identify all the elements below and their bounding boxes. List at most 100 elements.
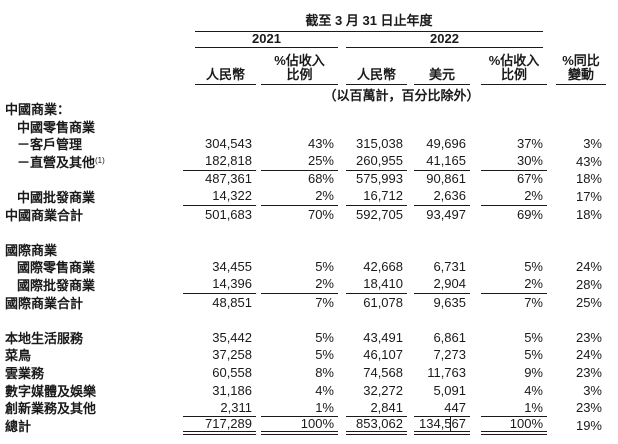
value-cell: 2,636 xyxy=(407,187,470,206)
value-cell: 2,311 xyxy=(183,398,256,418)
row-label: 國際批發商業 xyxy=(17,277,96,293)
value-cell: 23% xyxy=(575,400,602,416)
table-row: 菜鳥 37,258 5% 46,107 7,273 5% 24% xyxy=(0,345,606,363)
table-row: 中國商業合計 501,683 70% 592,705 93,497 69% 18% xyxy=(0,205,606,223)
value-cell: 11,763 xyxy=(427,364,466,380)
value-cell: 61,078 xyxy=(363,294,403,310)
financial-table: 截至 3 月 31 日止年度 2021 2022 人民幣 %佔收入 比例 人民幣… xyxy=(0,10,606,435)
table-units-row: （以百萬計，百分比除外） xyxy=(0,85,606,103)
value-cell: 182,818 xyxy=(183,152,256,171)
value-cell: 134,567 xyxy=(407,416,470,435)
value-cell: 5% xyxy=(315,329,334,345)
table-header-year-row: 2021 2022 xyxy=(0,30,606,48)
row-label: 中國零售商業 xyxy=(17,119,96,135)
value-cell: 43% xyxy=(307,136,334,152)
value-cell: 67% xyxy=(516,170,543,186)
value-cell: 41,165 xyxy=(407,152,470,171)
table-row: 國際零售商業 34,455 5% 42,668 6,731 5% 24% xyxy=(0,257,606,275)
row-label: 創新業務及其他 xyxy=(5,401,97,417)
value-cell: 32,272 xyxy=(363,382,403,398)
value-cell: 2% xyxy=(470,275,547,294)
units-note: （以百萬計，百分比除外） xyxy=(323,88,480,103)
value-cell: 18,410 xyxy=(338,275,407,294)
value-cell: 7,273 xyxy=(433,347,466,363)
row-label: 本地生活服務 xyxy=(5,330,84,346)
table-row: 數字媒體及娛樂 31,186 4% 32,272 5,091 4% 3% xyxy=(0,381,606,399)
value-cell: 19% xyxy=(575,417,602,433)
table-row: 487,361 68% 575,993 90,861 67% 18% xyxy=(0,169,606,187)
value-cell: 4% xyxy=(524,382,543,398)
value-cell: 3% xyxy=(583,382,602,398)
value-cell: 3% xyxy=(583,136,602,152)
period-title-cell: 截至 3 月 31 日止年度 xyxy=(183,10,547,32)
year-2021-header: 2021 xyxy=(183,30,338,48)
column-header-pct-2021: %佔收入 比例 xyxy=(256,48,338,85)
column-header-rmb-2021: 人民幣 xyxy=(183,48,256,85)
value-cell: 70% xyxy=(307,206,334,222)
value-cell: 2% xyxy=(256,187,338,206)
table-row: －直營及其他 (1) 182,818 25% 260,955 41,165 30% 43% xyxy=(0,152,606,171)
value-cell: 17% xyxy=(575,188,602,204)
table-row: 中國商業： xyxy=(0,99,606,117)
column-header-pct-2022: %佔收入 比例 xyxy=(470,48,547,85)
row-label: 國際商業合計 xyxy=(5,295,84,311)
row-label xyxy=(0,169,183,187)
value-cell: 23% xyxy=(575,329,602,345)
table-body: 中國商業： 中國零售商業 －客戶管理 304,543 43% 315,038 49,696 3… xyxy=(0,99,606,435)
table-row: 國際批發商業 14,396 2% 18,410 2,904 2% 28% xyxy=(0,275,606,294)
value-cell: 100% xyxy=(256,416,338,435)
value-cell: 14,322 xyxy=(183,187,256,206)
value-cell: 49,696 xyxy=(426,136,466,152)
table-row: 國際商業合計 48,851 7% 61,078 9,635 7% 25% xyxy=(0,293,606,311)
spacer-row xyxy=(0,310,606,328)
value-cell: 25% xyxy=(575,294,602,310)
value-cell: 43,491 xyxy=(363,329,403,345)
spacer-row xyxy=(0,222,606,240)
value-cell: 315,038 xyxy=(356,136,403,152)
row-label: 雲業務 xyxy=(5,365,45,381)
value-cell: 74,568 xyxy=(363,364,403,380)
value-cell: 31,186 xyxy=(212,382,252,398)
value-cell: 2% xyxy=(256,275,338,294)
value-cell: 48,851 xyxy=(212,294,252,310)
row-label: －直營及其他 (1) xyxy=(17,154,105,170)
row-label: 國際商業 xyxy=(5,242,58,258)
column-header-rmb-2022: 人民幣 xyxy=(338,48,407,85)
table-row: －客戶管理 304,543 43% 315,038 49,696 37% 3% xyxy=(0,134,606,152)
value-cell: 34,455 xyxy=(212,259,252,275)
year-2021-label: 2021 xyxy=(252,31,281,46)
value-cell: 37% xyxy=(516,136,543,152)
value-cell: 5% xyxy=(315,259,334,275)
value-cell: 8% xyxy=(315,364,334,380)
value-cell: 5,091 xyxy=(433,382,466,398)
row-label: 總計 xyxy=(5,418,32,434)
value-cell: 447 xyxy=(407,398,470,418)
value-cell: 6,861 xyxy=(433,329,466,345)
table-row: 本地生活服務 35,442 5% 43,491 6,861 5% 23% xyxy=(0,328,606,346)
value-cell: 42,668 xyxy=(363,259,403,275)
row-label: 中國批發商業 xyxy=(17,189,96,205)
value-cell: 14,396 xyxy=(183,275,256,294)
value-cell: 5% xyxy=(315,347,334,363)
row-label: 數字媒體及娛樂 xyxy=(5,383,97,399)
value-cell: 69% xyxy=(516,206,543,222)
table-header-columns-row: 人民幣 %佔收入 比例 人民幣 美元 %佔收入 比例 %同比 變動 xyxy=(0,48,606,85)
table-row: 國際商業 xyxy=(0,240,606,258)
value-cell: 487,361 xyxy=(205,170,252,186)
table-row: 創新業務及其他 2,311 1% 2,841 447 1% 23% xyxy=(0,398,606,418)
column-header-usd-2022: 美元 xyxy=(407,48,470,85)
value-cell: 304,543 xyxy=(205,136,252,152)
value-cell: 2,841 xyxy=(338,398,407,418)
table-row: 中國批發商業 14,322 2% 16,712 2,636 2% 17% xyxy=(0,187,606,206)
units-note-cell: （以百萬計，百分比除外） xyxy=(256,85,547,104)
year-2022-header: 2022 xyxy=(338,30,547,48)
row-label: 菜鳥 xyxy=(5,348,32,364)
value-cell: 7% xyxy=(524,294,543,310)
value-cell: 5% xyxy=(524,259,543,275)
value-cell: 2% xyxy=(470,187,547,206)
value-cell: 6,731 xyxy=(433,259,466,275)
value-cell: 5% xyxy=(524,329,543,345)
value-cell: 24% xyxy=(575,347,602,363)
value-cell: 16,712 xyxy=(338,187,407,206)
